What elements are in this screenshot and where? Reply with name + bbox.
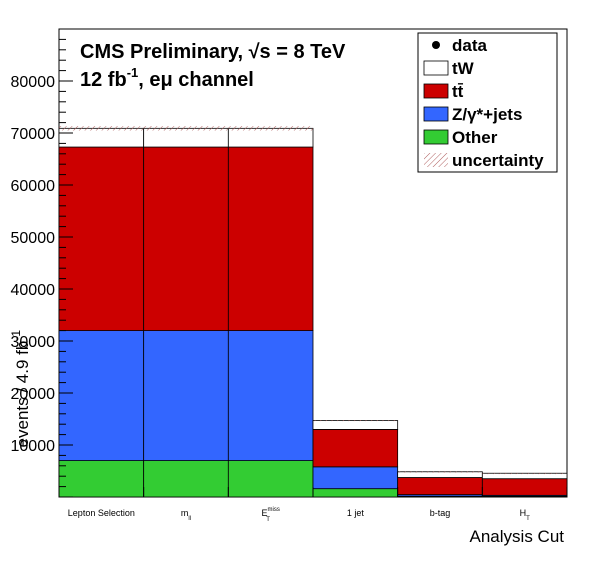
bars-group [58,126,568,498]
bar-other-3 [312,488,399,498]
legend-swatch-other [423,129,449,145]
legend-label-data: data [452,36,488,55]
legend-label-tt: tt̄ [452,82,464,101]
title2-pre: 12 fb [80,69,127,91]
bar-tw-0 [58,127,145,148]
legend: data tW tt̄ Z/γ*+jets Other uncertainty [417,32,558,173]
bar-zjets-0 [58,330,145,462]
bar-zjets-1 [143,330,229,462]
title2-post: , eμ channel [138,69,254,91]
bar-tt-2 [227,146,314,331]
y-tick-label: 50000 [11,230,56,247]
bar-zjets-2 [227,330,314,462]
y-tick-label: 10000 [11,438,56,455]
bar-tw-2 [227,127,314,148]
bar-tw-3 [312,420,399,430]
x-tick-label-5: HT [520,508,531,522]
legend-swatch-uncertainty [424,153,448,167]
y-tick-label: 40000 [11,282,56,299]
y-axis: 10000 20000 30000 40000 50000 60000 70000 80000 [11,28,73,498]
legend-frame [417,32,558,173]
legend-marker-data [432,41,440,49]
x-tick-label-3: 1 jet [347,508,365,518]
bar-other-1 [143,460,229,498]
uncertainty-band-4 [397,471,483,473]
bar-tw-4 [397,471,483,478]
bar-tt-5 [481,478,568,496]
bar-tw-1 [143,127,229,148]
x-tick-label-1: mll [181,508,191,522]
x-axis-title: Analysis Cut [470,527,565,546]
y-title-sup: -1 [9,330,23,341]
chart-title-line2: 12 fb-1, eμ channel [80,65,254,91]
y-tick-label: 30000 [11,334,56,351]
bar-zjets-3 [312,466,399,490]
y-tick-label: 60000 [11,178,56,195]
uncertainty-band-0 [59,126,144,131]
x-axis: Lepton Selection mll Emiss T 1 jet b-tag HT [58,487,568,523]
legend-swatch-zjets [423,106,449,122]
legend-swatch-tt [423,83,449,99]
chart-title-line1: CMS Preliminary, √s = 8 TeV [80,41,346,63]
legend-swatch-tw [423,60,449,76]
y-tick-label: 70000 [11,126,56,143]
legend-label-other: Other [452,128,498,147]
uncertainty-band-5 [482,473,567,475]
uncertainty-band-2 [228,126,313,131]
x-tick-label-0: Lepton Selection [68,508,135,518]
bar-other-0 [58,460,145,498]
y-tick-label: 20000 [11,386,56,403]
x-tick-label-2: Emiss T [261,507,279,523]
x-tick-label-4: b-tag [430,508,451,518]
uncertainty-band-1 [143,126,229,131]
title2-sup: -1 [127,65,139,80]
y-title-pre: events / 4.9 fb [13,341,32,448]
uncertainty-band-3 [313,420,398,422]
bar-tt-3 [312,428,399,468]
y-tick-label: 80000 [11,74,56,91]
bar-other-2 [227,460,314,498]
y-axis-title: events / 4.9 fb-1 [9,330,32,448]
legend-label-uncertainty: uncertainty [452,151,544,170]
legend-label-zjets: Z/γ*+jets [452,105,522,124]
legend-label-tw: tW [452,59,475,78]
bar-tt-1 [143,146,229,331]
bar-tt-4 [397,477,483,496]
bar-tt-0 [58,146,145,331]
